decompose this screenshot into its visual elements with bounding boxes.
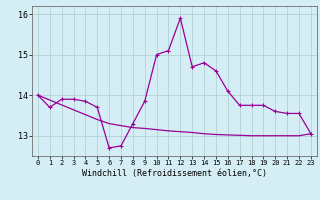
X-axis label: Windchill (Refroidissement éolien,°C): Windchill (Refroidissement éolien,°C) xyxy=(82,169,267,178)
